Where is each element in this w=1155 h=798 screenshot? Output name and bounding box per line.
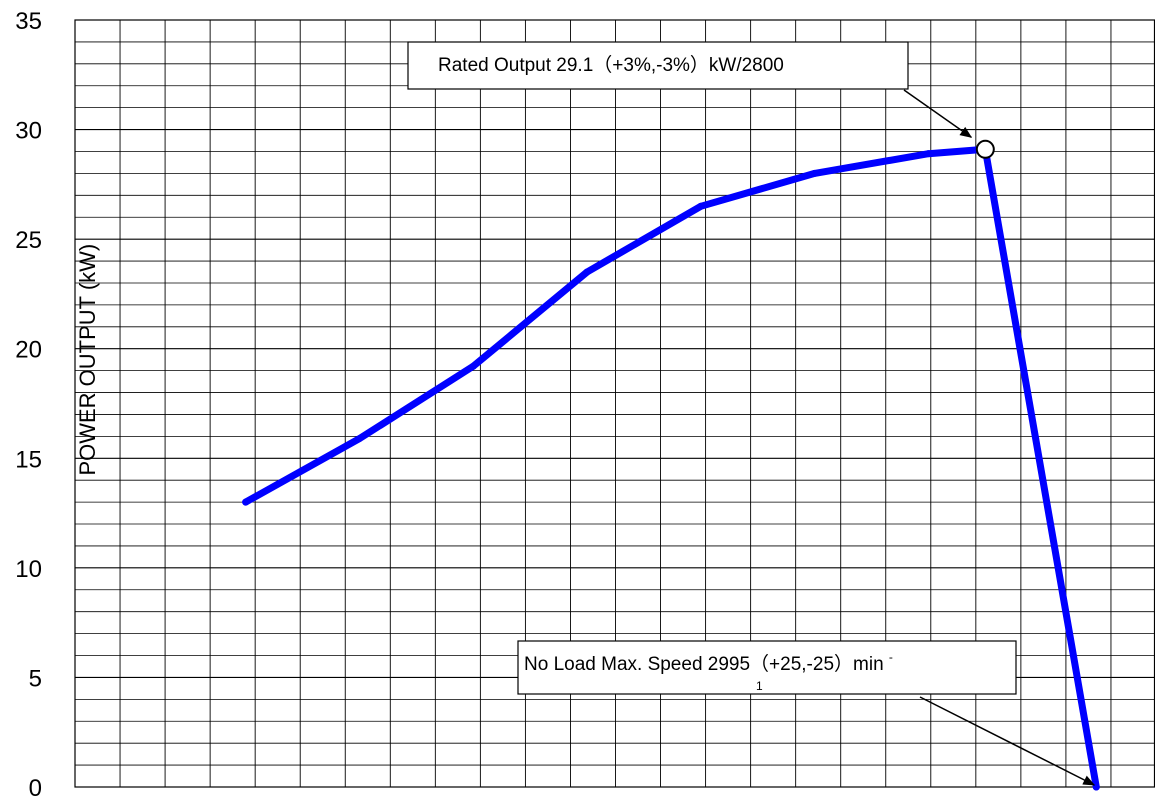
no-load-speed-arrow: [919, 696, 1096, 786]
no-load-speed-text: No Load Max. Speed 2995（+25,-25）min -: [524, 650, 893, 675]
series-point: [355, 435, 363, 443]
series-point: [811, 169, 819, 177]
y-tick-label: 10: [15, 556, 42, 583]
series-point: [583, 268, 591, 276]
no-load-speed-box: [517, 640, 1017, 695]
series-point: [924, 150, 932, 158]
rated-output-box: [407, 41, 909, 90]
no-load-speed-annotation: No Load Max. Speed 2995（+25,-25）min - 1: [517, 640, 1096, 786]
rated-point-marker: [975, 139, 995, 159]
y-tick-label: 15: [15, 446, 42, 473]
y-axis-ticks: 0 5 10 15 20 25 30 35: [15, 8, 42, 798]
series-point: [242, 498, 250, 506]
y-tick-label: 20: [15, 337, 42, 364]
rated-output-annotation: Rated Output 29.1（+3%,-3%）kW/2800: [407, 41, 973, 138]
y-tick-label: 5: [29, 665, 42, 692]
y-tick-label: 35: [15, 8, 42, 35]
y-tick-label: 25: [15, 227, 42, 254]
y-tick-label: 0: [29, 775, 42, 798]
rated-output-text: Rated Output 29.1（+3%,-3%）kW/2800: [438, 54, 784, 76]
no-load-speed-main-text: No Load Max. Speed 2995（+25,-25）min: [524, 653, 884, 675]
series-point: [697, 202, 705, 210]
y-axis-title: POWER OUTPUT (kW): [75, 244, 100, 476]
series-point: [469, 362, 477, 370]
no-load-speed-wrapped-text: 1: [756, 679, 763, 693]
y-tick-label: 30: [15, 118, 42, 145]
rated-output-arrow: [903, 89, 973, 138]
no-load-speed-superscript: -: [889, 650, 893, 664]
